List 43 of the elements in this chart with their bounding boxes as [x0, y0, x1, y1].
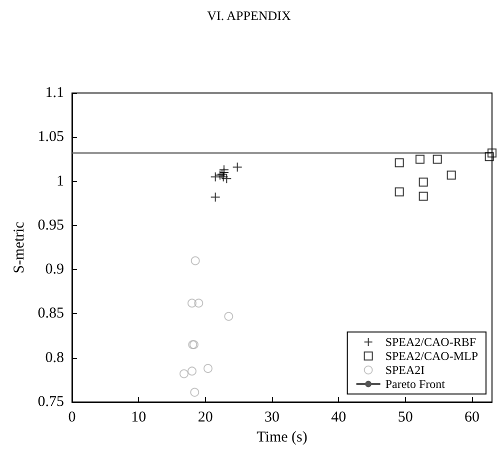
x-tick-label: 0 — [68, 410, 76, 426]
point — [416, 154, 424, 164]
point — [232, 162, 242, 172]
point — [190, 388, 200, 397]
x-tick-label: 30 — [264, 410, 280, 426]
chart-title: VI. APPENDIX — [207, 8, 292, 23]
point — [488, 148, 496, 158]
y-tick-label: 1.05 — [38, 129, 64, 146]
point — [418, 178, 428, 187]
y-tick-label: 1.1 — [45, 85, 64, 101]
legend-label: Pareto Front — [385, 377, 446, 391]
y-tick-label: 0.95 — [38, 217, 64, 234]
y-tick-label: 0.85 — [38, 306, 64, 322]
x-tick-label: 10 — [131, 410, 146, 426]
point — [394, 158, 404, 168]
legend-label: SPEA2/CAO-RBF — [385, 335, 476, 349]
y-tick-label: 0.9 — [45, 262, 64, 278]
point — [190, 256, 200, 266]
point — [394, 187, 404, 196]
y-tick-label: 0.8 — [45, 350, 64, 366]
y-tick-label: 1 — [56, 173, 64, 190]
point — [446, 170, 456, 180]
y-tick-label: 0.75 — [38, 394, 64, 410]
point — [218, 172, 228, 182]
x-tick-label: 20 — [198, 410, 213, 426]
legend-label: SPEA2/CAO-MLP — [385, 349, 478, 363]
point — [418, 192, 428, 201]
point — [210, 172, 220, 182]
point — [210, 192, 220, 202]
x-axis-title: Time (s) — [256, 429, 308, 446]
point — [180, 369, 188, 378]
point — [194, 298, 204, 308]
legend-label: SPEA2I — [385, 363, 425, 377]
x-tick-label: 60 — [464, 410, 480, 426]
point — [484, 152, 494, 162]
x-tick-label: 50 — [398, 410, 413, 426]
y-axis-title: S-metric — [11, 221, 28, 274]
point — [204, 364, 212, 373]
point — [188, 366, 196, 376]
point — [224, 312, 234, 321]
x-tick-label: 40 — [331, 410, 346, 426]
point — [188, 298, 196, 308]
point — [432, 154, 442, 164]
